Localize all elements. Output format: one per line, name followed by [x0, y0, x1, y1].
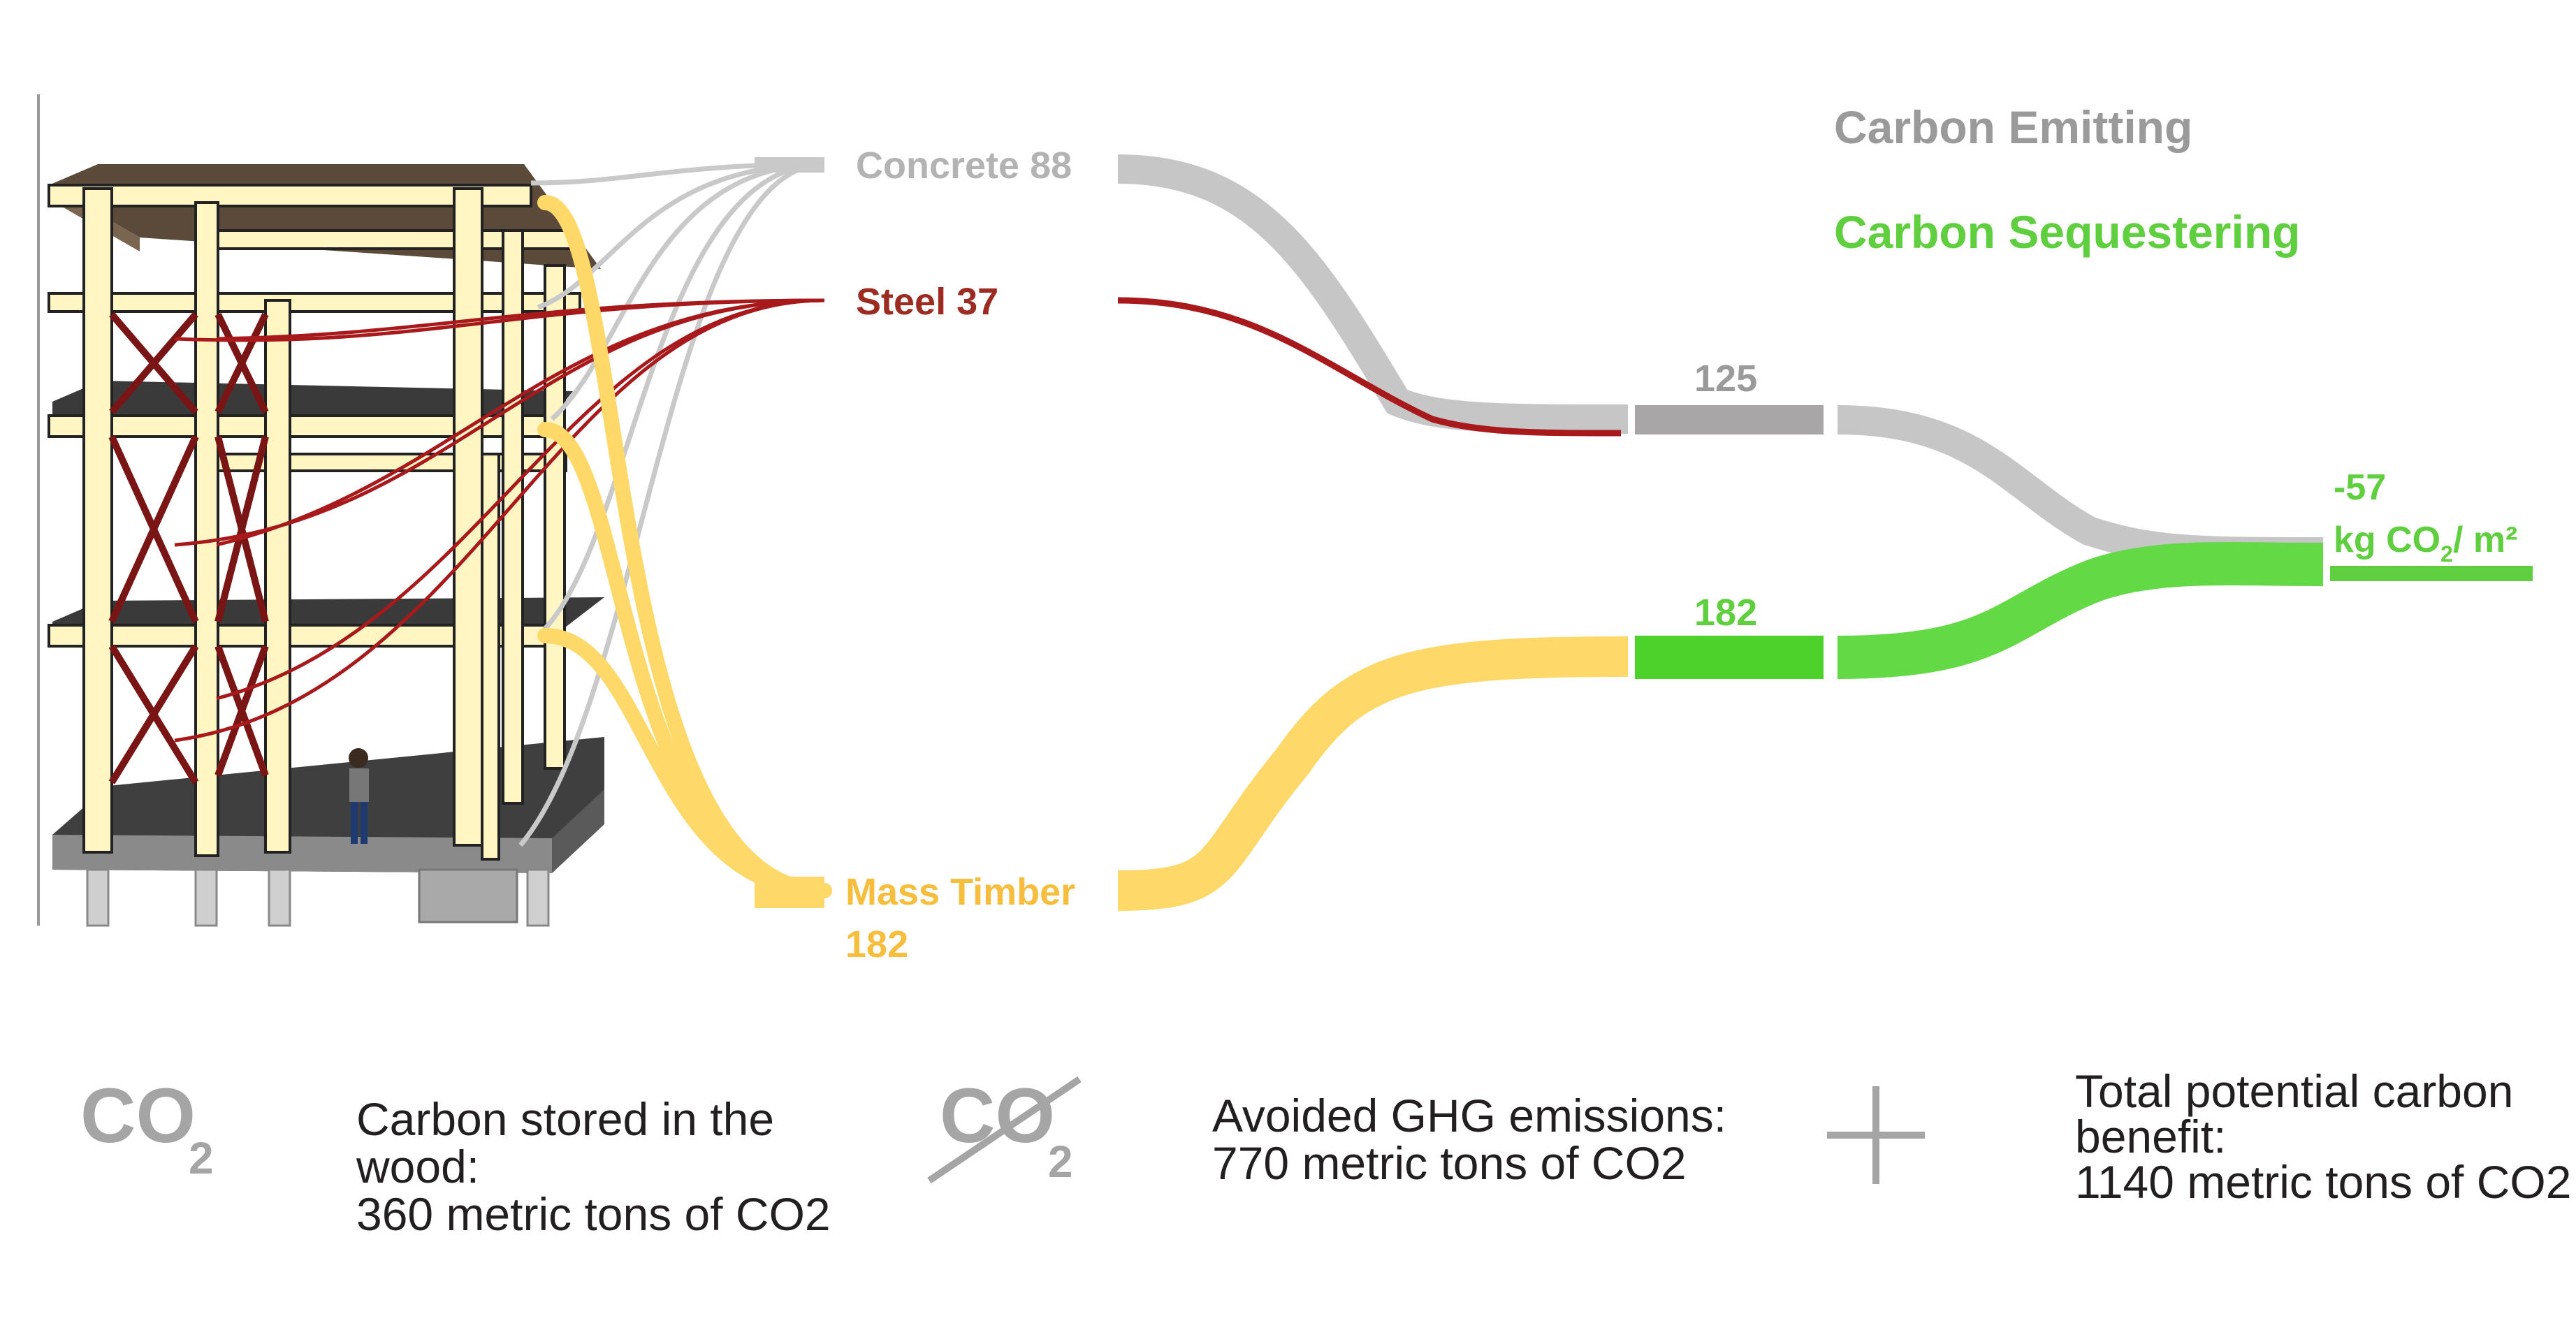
legend-sequestering: Carbon Sequestering: [1834, 206, 2300, 258]
steel-label: Steel 37: [856, 281, 998, 323]
legend-emitting: Carbon Emitting: [1834, 101, 2192, 153]
svg-text:CO: CO: [940, 1073, 1055, 1159]
concrete-node-stub: [755, 157, 824, 173]
steel-source-flows: [174, 298, 825, 743]
building-illustration: [37, 94, 604, 927]
co2-icon: CO 2: [80, 1073, 214, 1183]
emit-total-bar: [1635, 405, 1824, 434]
stored-line-2: wood:: [356, 1141, 479, 1192]
person-figure: [349, 748, 369, 844]
net-bar: [2330, 566, 2533, 581]
mass-timber-value: 182: [845, 923, 908, 965]
total-line-3: 1140 metric tons of CO2: [2075, 1156, 2571, 1208]
svg-text:CO: CO: [80, 1073, 196, 1159]
steel-to-emit-flow: [1117, 297, 1622, 437]
svg-text:2: 2: [1048, 1137, 1073, 1187]
timber-to-seq-flow: [1117, 636, 1629, 911]
seq-to-net-flow: [1837, 542, 2324, 679]
concrete-to-emit-flow: [1117, 154, 1629, 434]
plus-icon: [1827, 1086, 1925, 1184]
stored-line-1: Carbon stored in the: [356, 1093, 774, 1145]
stored-line-3: 360 metric tons of CO2: [356, 1188, 831, 1240]
mass-timber-label: Mass Timber: [845, 871, 1075, 913]
concrete-label: Concrete 88: [856, 145, 1072, 187]
total-line-2: benefit:: [2075, 1111, 2227, 1162]
avoided-co2-icon: CO 2: [927, 1073, 1082, 1187]
net-value-label: -57: [2334, 467, 2386, 508]
svg-text:2: 2: [189, 1133, 214, 1183]
seq-total-label: 182: [1694, 592, 1757, 634]
total-line-1: Total potential carbon: [2075, 1065, 2513, 1117]
avoided-line-1: Avoided GHG emissions:: [1212, 1090, 1726, 1141]
emit-total-label: 125: [1694, 358, 1757, 400]
emit-to-net-flow: [1837, 405, 2324, 567]
timber-source-flows: [537, 195, 832, 898]
net-unit-label: kg CO2/ m²: [2334, 520, 2517, 567]
avoided-line-2: 770 metric tons of CO2: [1212, 1137, 1687, 1189]
seq-total-bar: [1635, 636, 1824, 679]
timber-node-stub: [755, 877, 824, 908]
